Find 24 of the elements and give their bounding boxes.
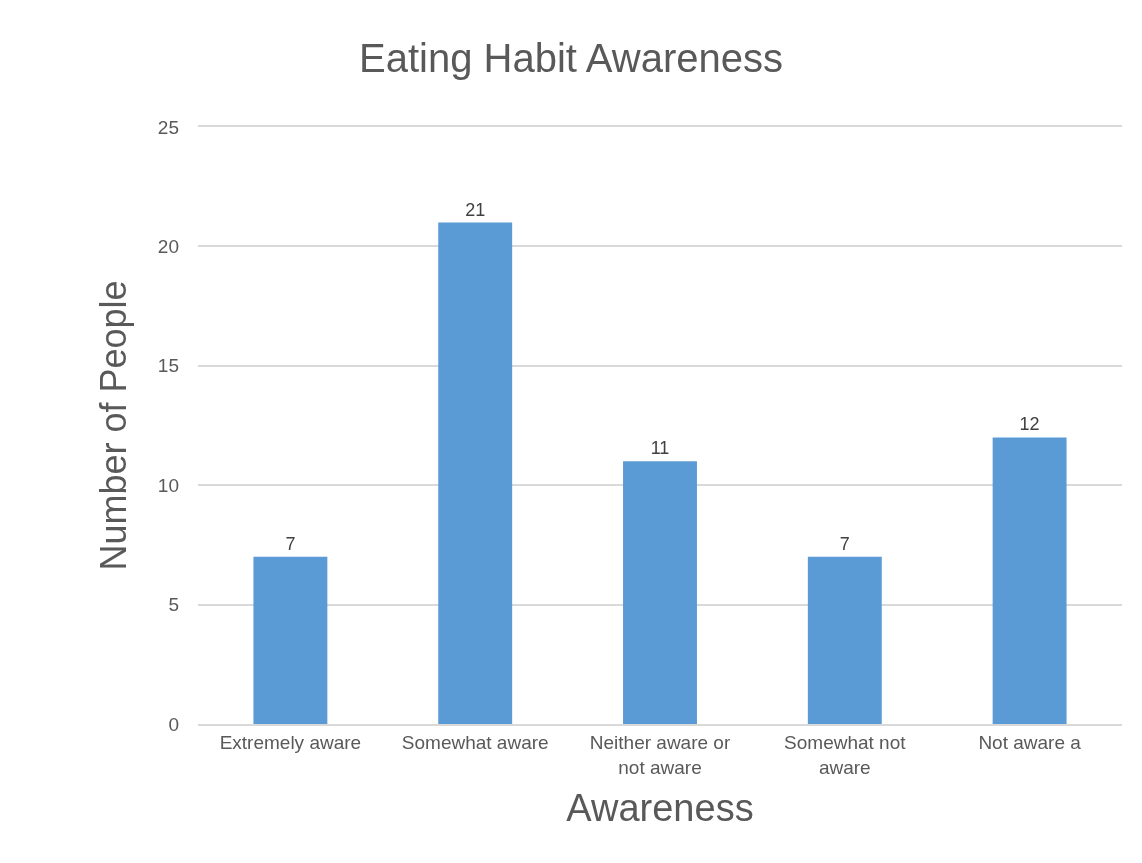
y-tick-label: 20 <box>157 236 179 258</box>
data-label: 7 <box>285 533 296 554</box>
data-label: 21 <box>465 199 486 220</box>
x-tick-label: Neither aware or not aware <box>589 731 731 778</box>
y-tick-label: 15 <box>157 355 179 377</box>
bar <box>623 461 697 724</box>
chart-title: Eating Habit Awareness <box>359 36 783 80</box>
y-tick-label: 0 <box>168 713 179 735</box>
y-axis-title: Number of People <box>92 280 134 571</box>
bar <box>253 556 328 724</box>
data-label: 12 <box>1019 414 1040 435</box>
bar <box>438 222 513 724</box>
x-axis-title: Awareness <box>566 787 754 830</box>
y-tick-label: 25 <box>157 116 179 138</box>
y-tick-label: 5 <box>168 594 179 616</box>
bar <box>992 437 1067 724</box>
x-tick-label: Somewhat aware <box>401 731 549 753</box>
y-tick-label: 10 <box>157 474 179 496</box>
data-label: 11 <box>650 438 670 459</box>
x-tick-label: Not aware a <box>978 731 1082 753</box>
x-tick-label: Somewhat not aware <box>784 731 907 778</box>
data-label: 7 <box>839 533 850 554</box>
x-tick-label: Extremely aware <box>219 731 362 753</box>
bar <box>807 556 882 724</box>
